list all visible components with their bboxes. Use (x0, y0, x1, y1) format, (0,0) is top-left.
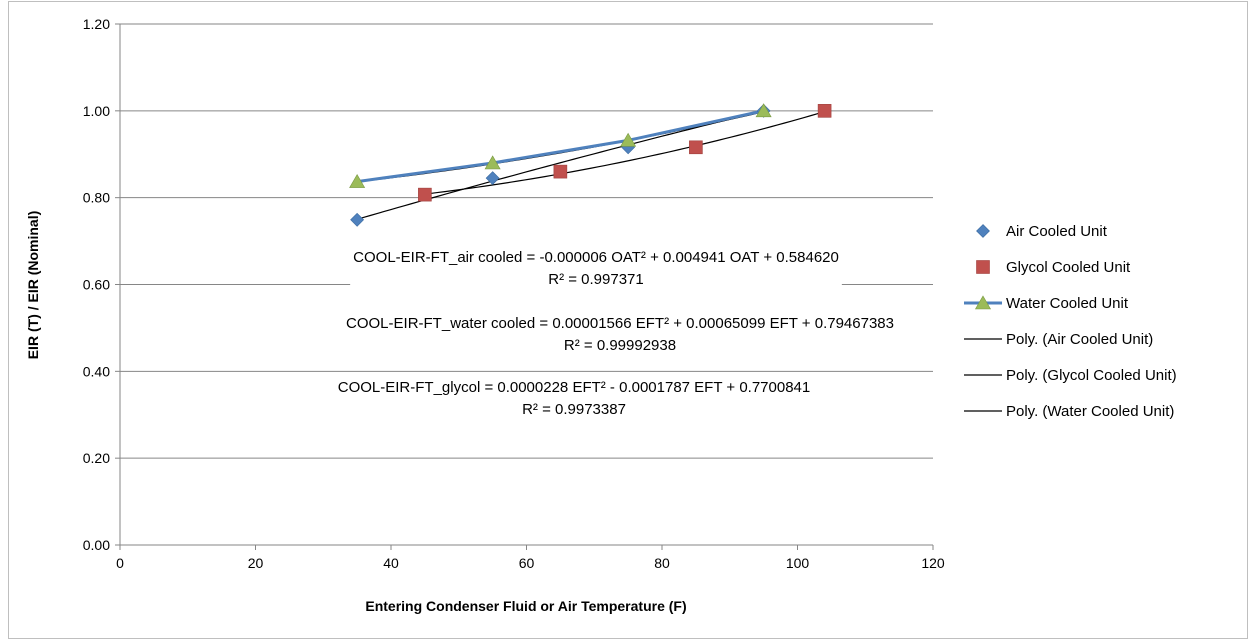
data-point (689, 140, 703, 155)
y-tick-label: 0.60 (83, 277, 110, 293)
data-point (620, 132, 637, 147)
trendline-r-squared: R² = 0.99992938 (564, 337, 676, 354)
trendline (424, 111, 825, 195)
y-tick-label: 1.20 (83, 16, 110, 32)
data-series (349, 103, 832, 227)
x-tick-label: 60 (519, 555, 535, 571)
data-point (349, 174, 366, 188)
legend: Air Cooled Unit Glycol Cooled Unit Water C… (964, 223, 1177, 420)
y-axis-title: EIR (T) / EIR (Nominal) (25, 211, 41, 360)
y-tick-label: 0.80 (83, 190, 110, 206)
trendline-r-squared: R² = 0.997371 (548, 271, 644, 288)
trendline-equation: COOL-EIR-FT_air cooled = -0.000006 OAT² … (353, 249, 839, 266)
x-tick-label: 120 (921, 555, 945, 571)
data-point (350, 212, 365, 227)
trendline-equation: COOL-EIR-FT_water cooled = 0.00001566 EF… (346, 315, 894, 332)
legend-swatch (974, 295, 992, 310)
data-point (755, 103, 772, 118)
data-point (484, 155, 501, 170)
x-tick-label: 40 (383, 555, 399, 571)
y-tick-label: 0.40 (83, 363, 110, 379)
x-tick-label: 0 (116, 555, 124, 571)
legend-label: Poly. (Glycol Cooled Unit) (1006, 367, 1177, 384)
trendlines (356, 110, 825, 220)
equation-background (334, 377, 814, 420)
x-tick-label: 100 (786, 555, 810, 571)
data-point (817, 104, 832, 118)
trendline-r-squared: R² = 0.9973387 (522, 401, 626, 418)
y-tick-label: 1.00 (83, 103, 110, 119)
legend-label: Air Cooled Unit (1006, 223, 1108, 240)
series-line (356, 109, 764, 184)
x-axis-title: Entering Condenser Fluid or Air Temperat… (365, 598, 686, 614)
legend-label: Glycol Cooled Unit (1006, 259, 1131, 276)
legend-label: Poly. (Water Cooled Unit) (1006, 403, 1174, 420)
legend-swatch (976, 224, 990, 238)
data-point (485, 171, 500, 186)
equation-background (343, 313, 897, 356)
axes: 0.00 0.20 0.40 0.60 0.80 1.00 1.20 0 20 40 60 80 100… (83, 16, 945, 571)
equation-background (350, 247, 842, 290)
legend-label: Poly. (Air Cooled Unit) (1006, 331, 1153, 348)
x-tick-label: 20 (248, 555, 264, 571)
data-point (418, 187, 432, 202)
trendline-equation: COOL-EIR-FT_glycol = 0.0000228 EFT² - 0.… (338, 379, 810, 396)
y-tick-label: 0.00 (83, 537, 110, 553)
legend-label: Water Cooled Unit (1006, 295, 1129, 312)
y-tick-label: 0.20 (83, 450, 110, 466)
data-point (553, 164, 568, 179)
x-tick-label: 80 (654, 555, 670, 571)
trendline-equations: COOL-EIR-FT_air cooled = -0.000006 OAT² … (334, 247, 897, 420)
legend-swatch (976, 260, 990, 274)
